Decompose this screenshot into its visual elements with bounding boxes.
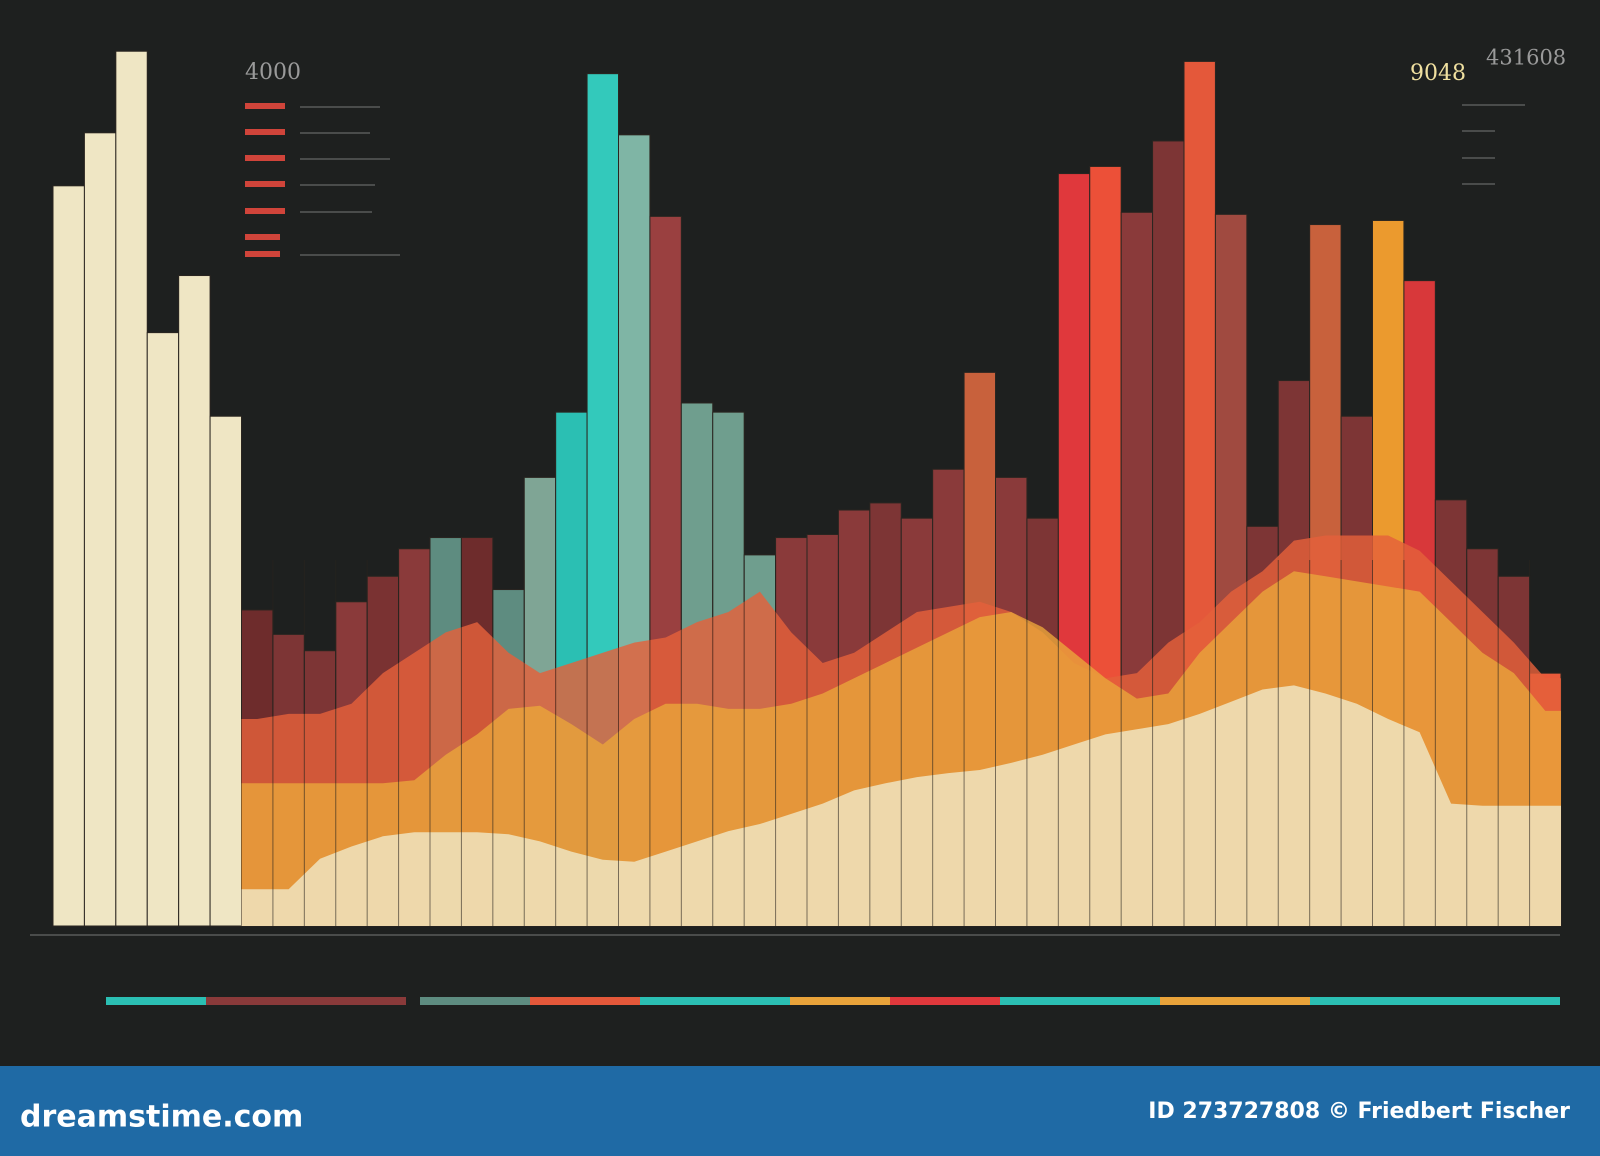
bar [115, 50, 148, 927]
bar [178, 275, 211, 927]
footer-bar [0, 1066, 1600, 1156]
decor-legend-marks [245, 103, 285, 257]
decor-legend [300, 104, 1525, 256]
bar [146, 332, 180, 927]
footer-logo: dreamstime.com [20, 1100, 303, 1135]
annotation: 4000 [245, 60, 301, 85]
annotation: 431608 [1486, 46, 1566, 70]
annotation: 9048 [1410, 61, 1466, 86]
bar [52, 185, 85, 927]
decor-strip [106, 997, 1560, 1005]
bar [83, 132, 117, 927]
bar [209, 415, 242, 927]
footer-credit: ID 273727808 © Friedbert Fischer [1148, 1099, 1570, 1124]
